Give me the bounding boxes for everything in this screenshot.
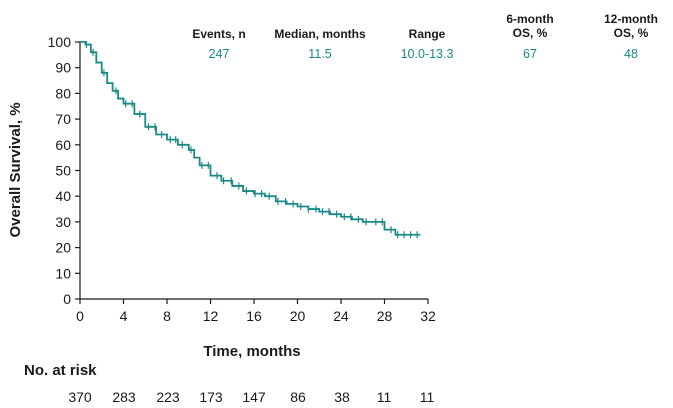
y-tick-label: 0 xyxy=(63,291,71,307)
risk-count: 223 xyxy=(156,389,180,405)
table-value: 10.0-13.3 xyxy=(401,47,454,61)
survival-curve xyxy=(80,41,421,239)
risk-count: 283 xyxy=(112,389,136,405)
y-tick-label: 50 xyxy=(55,163,71,179)
x-axis-label: Time, months xyxy=(203,343,300,360)
risk-table-title: No. at risk xyxy=(24,362,97,379)
survival-line xyxy=(80,41,421,236)
table-header: Events, n xyxy=(192,27,245,41)
table-header: OS, % xyxy=(513,26,548,40)
x-tick-label: 20 xyxy=(290,308,306,324)
table-value: 48 xyxy=(624,47,638,61)
x-tick-label: 28 xyxy=(377,308,393,324)
x-tick-label: 4 xyxy=(120,308,128,324)
table-header: Median, months xyxy=(274,27,366,41)
risk-table: No. at risk 370 283 223 173 147 86 38 11 11 xyxy=(24,362,434,405)
y-tick-label: 10 xyxy=(55,265,71,281)
table-value: 247 xyxy=(209,47,230,61)
risk-count: 11 xyxy=(420,389,435,405)
table-header: 12-month xyxy=(604,12,658,26)
y-tick-label: 90 xyxy=(55,60,71,76)
risk-count: 370 xyxy=(68,389,92,405)
y-axis-label: Overall Survival, % xyxy=(7,102,24,237)
risk-count: 38 xyxy=(334,389,350,405)
y-tick-label: 20 xyxy=(55,240,71,256)
x-tick-label: 16 xyxy=(246,308,262,324)
table-value: 67 xyxy=(523,47,537,61)
y-tick-label: 40 xyxy=(55,188,71,204)
table-value: 11.5 xyxy=(308,47,331,61)
table-header: OS, % xyxy=(614,26,649,40)
x-tick-label: 32 xyxy=(420,308,436,324)
table-header: 6-month xyxy=(506,12,553,26)
y-tick-label: 30 xyxy=(55,214,71,230)
table-header: Range xyxy=(409,27,446,41)
risk-count: 173 xyxy=(199,389,223,405)
y-tick-label: 70 xyxy=(55,111,71,127)
x-tick-label: 12 xyxy=(203,308,219,324)
axes: 0 10 20 30 40 50 60 70 80 90 100 0 4 8 12 16 20 24 28 32 xyxy=(48,34,436,324)
x-tick-label: 8 xyxy=(163,308,171,324)
x-tick-label: 24 xyxy=(333,308,349,324)
y-tick-label: 60 xyxy=(55,137,71,153)
x-tick-label: 0 xyxy=(76,308,84,324)
y-tick-label: 100 xyxy=(48,34,72,50)
risk-count: 147 xyxy=(242,389,266,405)
risk-count: 86 xyxy=(290,389,306,405)
risk-count: 11 xyxy=(377,389,392,405)
y-tick-label: 80 xyxy=(55,85,71,101)
